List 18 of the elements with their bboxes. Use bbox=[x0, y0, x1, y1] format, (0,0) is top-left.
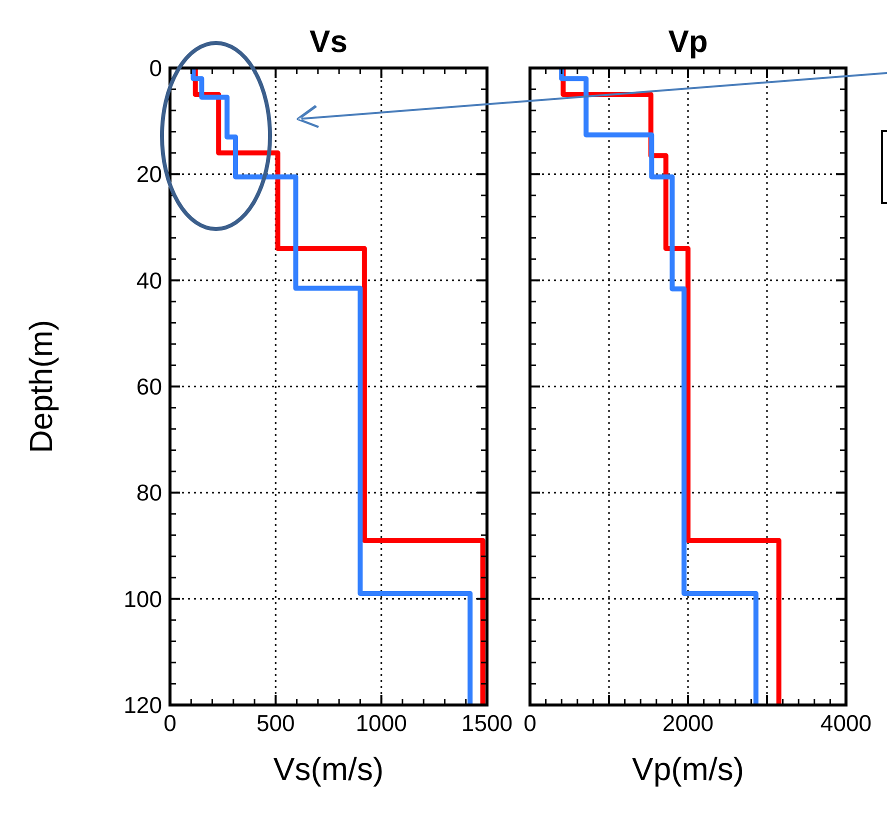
y-tick-label: 100 bbox=[124, 586, 162, 612]
x-axis-title: Vp(m/s) bbox=[632, 751, 744, 787]
y-axis-title: Depth(m) bbox=[23, 320, 59, 454]
y-tick-label: 0 bbox=[149, 55, 162, 82]
x-tick-label: 1000 bbox=[356, 710, 407, 736]
x-axis-title: Vs(m/s) bbox=[273, 751, 384, 787]
y-tick-label: 60 bbox=[136, 374, 162, 400]
x-tick-label: 500 bbox=[256, 710, 295, 736]
chart-title: Vp bbox=[668, 24, 708, 59]
x-tick-label: 4000 bbox=[820, 710, 872, 736]
x-tick-label: 1500 bbox=[461, 710, 513, 736]
y-tick-label: 40 bbox=[136, 267, 162, 294]
x-tick-label: 2000 bbox=[662, 710, 714, 736]
y-tick-label: 120 bbox=[124, 692, 162, 718]
chart-title: Vs bbox=[310, 24, 348, 59]
x-tick-label: 0 bbox=[524, 710, 536, 736]
y-tick-label: 20 bbox=[136, 161, 162, 188]
y-tick-label: 80 bbox=[136, 480, 162, 506]
